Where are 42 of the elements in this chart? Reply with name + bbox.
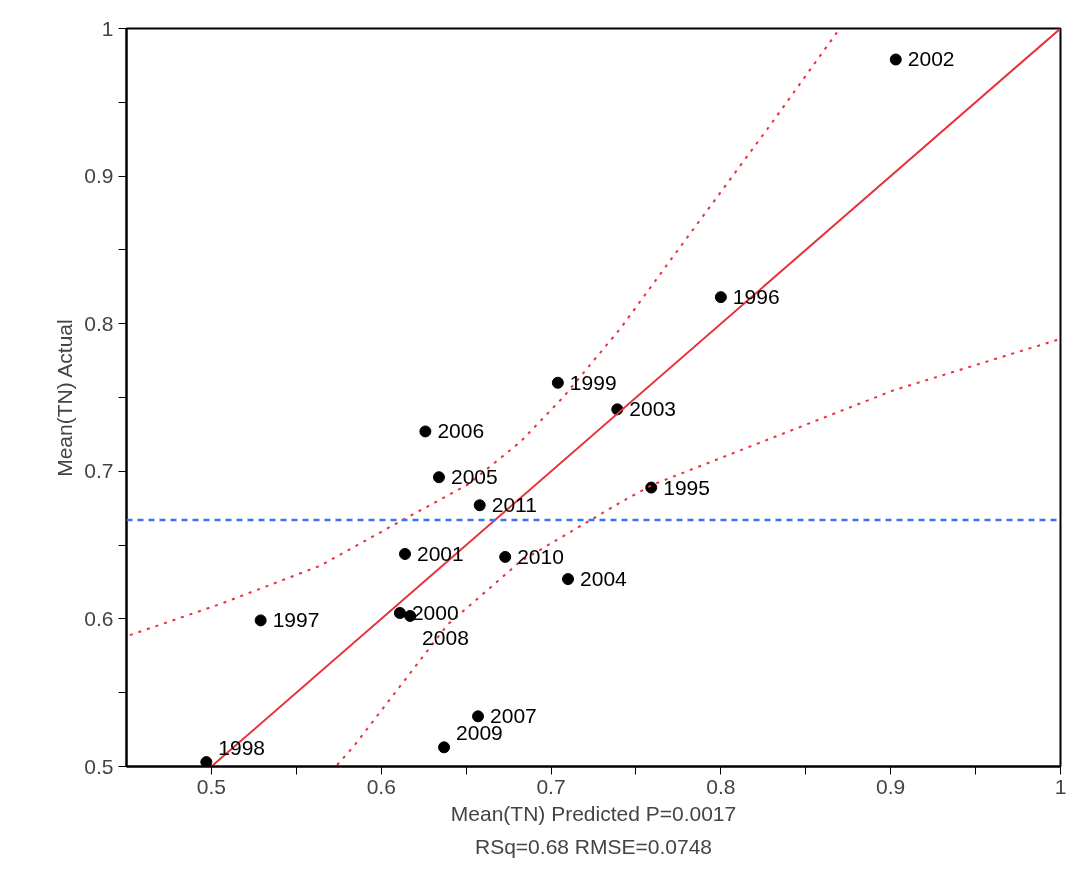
x-tick-label: 1: [1054, 774, 1067, 798]
point: [472, 710, 485, 723]
annotation: 2002: [907, 47, 955, 71]
y-tick-label: 0.6: [84, 606, 114, 630]
y-tick-label: 1: [101, 16, 114, 40]
point: [254, 614, 267, 627]
point: [438, 741, 451, 754]
annotation: 2003: [629, 397, 676, 421]
annotation: 2010: [517, 544, 564, 568]
x-tick-label: 0.9: [876, 774, 906, 798]
annotation: 2000: [411, 601, 459, 624]
point: [419, 425, 432, 438]
line-series: [336, 338, 1059, 767]
point: [393, 607, 406, 619]
annotation: 1999: [569, 370, 617, 394]
point: [562, 573, 575, 586]
x-tick-label: 0.5: [196, 774, 227, 798]
y-tick-label: 0.8: [84, 311, 114, 335]
x-tick-label: 0.7: [536, 774, 566, 798]
point: [432, 471, 445, 484]
y-axis-title: Mean(TN) Actual: [53, 319, 77, 477]
annotation: 1997: [272, 608, 320, 632]
text: RSq=0.68 RMSE=0.0748: [475, 834, 713, 858]
point: [645, 481, 658, 494]
annotation: 2005: [450, 465, 498, 489]
point: [551, 376, 564, 389]
y-tick-label: 0.9: [84, 164, 114, 188]
y-tick-label: 0.5: [84, 754, 114, 778]
annotation: 1995: [663, 475, 710, 499]
x-tick-label: 0.8: [706, 774, 736, 798]
point: [399, 547, 411, 560]
point: [473, 499, 486, 512]
x-tick-label: 0.6: [366, 774, 396, 798]
annotation: 2008: [422, 625, 469, 649]
point: [714, 291, 727, 304]
point: [200, 756, 213, 767]
x-axis-title: Mean(TN) Predicted P=0.0017: [450, 801, 737, 825]
annotation: 2006: [437, 419, 485, 443]
annotation: 2004: [580, 567, 628, 591]
point: [889, 53, 902, 66]
point: [499, 550, 512, 563]
y-tick-label: 0.7: [84, 459, 114, 483]
